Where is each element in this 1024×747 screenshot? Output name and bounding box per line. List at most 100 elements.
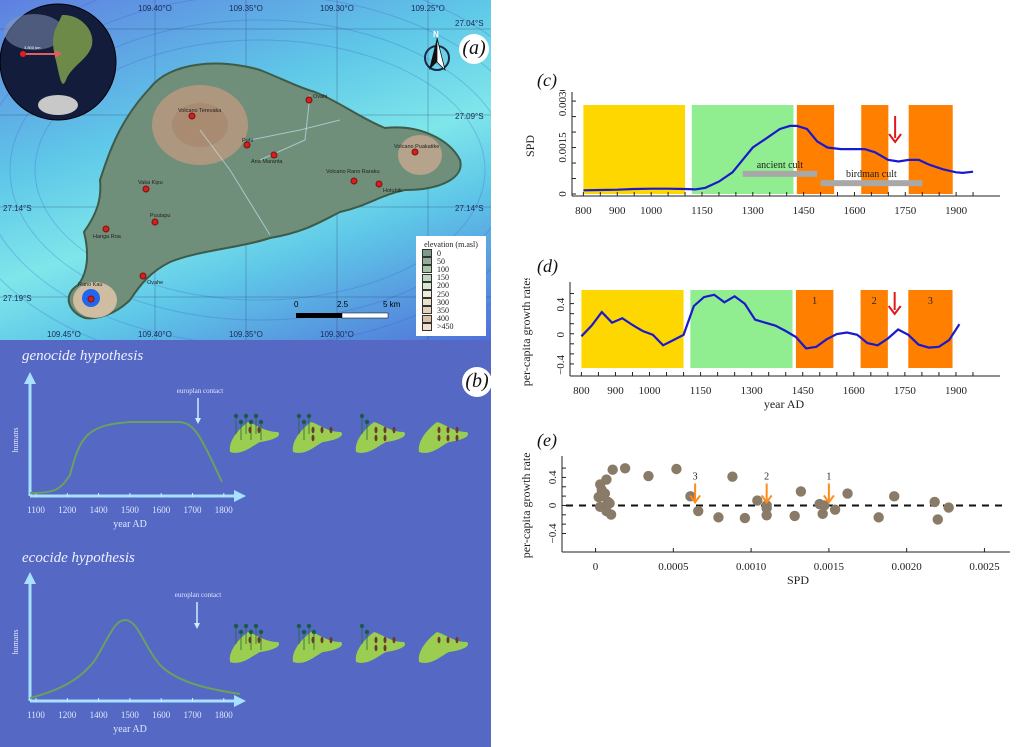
growth-rate-chart: 1 2 3 −0.4 0 0.4 800 900 1000 1150 1300 1450 1600 175… [519, 278, 1000, 411]
x-label: year AD [113, 724, 147, 735]
legend-swatch [422, 290, 432, 299]
period-band [583, 105, 686, 194]
data-point [761, 500, 772, 511]
y-axis-label: per-capita growth rates [519, 278, 533, 386]
north-arrow-icon: N [424, 30, 450, 72]
legend-swatch [422, 249, 432, 258]
y-axis-label: SPD [523, 135, 537, 157]
person-icon [329, 426, 333, 434]
place-label: Rano Kau [78, 282, 102, 288]
person-icon [257, 636, 261, 644]
x-tick-label: 0 [593, 561, 599, 573]
red-arrowhead-icon [888, 133, 902, 144]
person-icon [392, 426, 396, 434]
lon-tick: 109.35°O [229, 4, 263, 13]
lat-tick: 27.19°S [3, 294, 32, 303]
elevation-legend: elevation (m.asl) 0 50 100 150 200 250 300 350 4… [416, 236, 486, 336]
data-series-line [583, 124, 974, 192]
panel-label-b: (b) [462, 367, 492, 397]
x-axis-arrow-icon [234, 695, 246, 707]
x-tick-label: 1300 [741, 385, 764, 397]
x-ticks: 1100 1200 1400 1500 1600 1700 1800 [27, 493, 233, 515]
lat-tick: 27.14°S [3, 204, 32, 213]
island-icon [292, 422, 343, 453]
orange-arrowhead-icon [760, 494, 773, 505]
person-icon [311, 636, 315, 644]
easter-island-map: Volcano Terevaka Ovahi Puhi Ana Maranta … [0, 0, 491, 340]
x-tick-label: 1900 [945, 385, 968, 397]
population-curve [29, 618, 241, 699]
data-point [752, 495, 763, 506]
data-point [713, 512, 724, 523]
orange-arrowhead-icon [689, 494, 701, 505]
person-icon [374, 434, 378, 442]
panel-label-d: (d) [537, 256, 558, 276]
legend-item: >450 [416, 322, 486, 331]
y-axis-arrow-icon [24, 572, 36, 584]
lon-tick: 109.25°O [411, 4, 445, 13]
period-band [690, 290, 793, 368]
palm-crown-icon [233, 413, 239, 419]
palm-crown-icon [253, 623, 259, 629]
x-tick-label: 1000 [639, 385, 662, 397]
x-tick-label: 1400 [90, 505, 109, 515]
data-point [619, 463, 631, 474]
x-tick-label: 1500 [121, 710, 140, 720]
x-tick-label: 1150 [691, 205, 713, 217]
legend-item: 150 [416, 273, 486, 282]
palm-crown-icon [233, 623, 239, 629]
x-tick-label: 1700 [184, 505, 203, 515]
y-tick-label: 0.4 [547, 470, 559, 484]
x-tick-label: 800 [573, 385, 590, 397]
north-label: N [433, 30, 439, 39]
data-point [671, 463, 682, 475]
person-icon [374, 636, 378, 644]
person-icon [437, 426, 441, 434]
person-icon [446, 434, 450, 442]
palm-crown-icon [258, 419, 264, 425]
person-icon [446, 636, 450, 644]
left-panel: Volcano Terevaka Ovahi Puhi Ana Maranta … [0, 0, 492, 747]
data-point [607, 464, 618, 475]
place-markers [87, 96, 419, 303]
person-icon [248, 426, 252, 434]
island-icon [418, 422, 469, 453]
globe-distance: 3,800 km [24, 45, 41, 50]
data-point [643, 470, 654, 482]
x-tick-label: 1150 [690, 385, 712, 397]
y-label: humans [11, 630, 20, 655]
scale-label: 5 km [383, 300, 401, 309]
legend-swatch [422, 257, 432, 266]
person-icon [329, 636, 333, 644]
x-tick-label: 1600 [152, 710, 171, 720]
data-point [889, 491, 900, 502]
x-tick-label: 1500 [121, 505, 140, 515]
place-labels: Volcano Terevaka Ovahi Puhi Ana Maranta … [78, 94, 439, 288]
y-tick-label: 0 [555, 332, 567, 338]
x-tick-label: 0.0025 [969, 561, 1000, 573]
x-tick-label: 1200 [58, 710, 77, 720]
legend-swatch [422, 314, 432, 323]
ecocide-title: ecocide hypothesis [22, 550, 135, 566]
legend-label: 50 [437, 256, 445, 266]
panel-label-e: (e) [537, 430, 557, 450]
data-point [842, 488, 853, 499]
legend-label: 250 [437, 289, 449, 299]
person-icon [374, 644, 378, 652]
palm-crown-icon [301, 629, 307, 635]
y-label: humans [11, 428, 20, 453]
south-america-shape [53, 14, 93, 84]
y-tick-label: −0.4 [547, 523, 559, 543]
y-axis-label: per-capita growth rates [519, 452, 533, 558]
palm-crown-icon [248, 419, 254, 425]
x-tick-label: 1100 [27, 710, 45, 720]
person-icon [311, 434, 315, 442]
data-point [789, 510, 800, 522]
data-point [605, 509, 617, 520]
palm-crown-icon [238, 629, 244, 635]
person-icon [455, 426, 459, 434]
lat-tick: 27.14°S [455, 204, 484, 213]
palm-crown-icon [311, 629, 317, 635]
palm-crown-icon [306, 623, 312, 629]
palm-crown-icon [306, 413, 312, 419]
